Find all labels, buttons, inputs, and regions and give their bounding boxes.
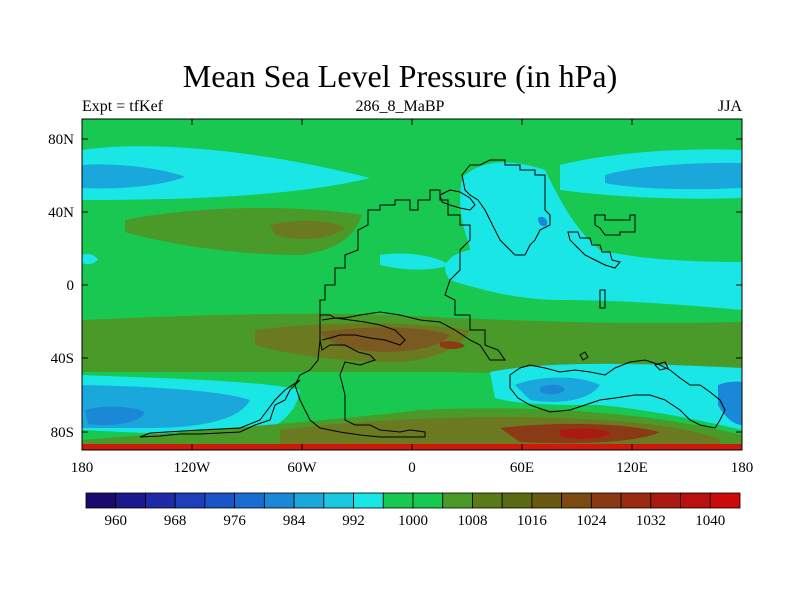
period-label: 286_8_MaBP — [355, 98, 445, 115]
colorbar-label: 976 — [223, 513, 246, 529]
low-core-east-edge — [718, 381, 742, 425]
colorbar-swatch — [561, 492, 592, 509]
page-title: Mean Sea Level Pressure (in hPa) — [182, 58, 618, 94]
asian-low — [445, 162, 742, 310]
colorbar-swatch — [472, 492, 503, 509]
colorbar-swatch — [353, 492, 384, 509]
lat-tick-label: 80S — [51, 425, 74, 441]
colorbar-swatch — [680, 492, 711, 509]
lat-tick-label: 80N — [48, 132, 74, 148]
high-nw — [125, 208, 362, 255]
colorbar-label: 1016 — [517, 513, 548, 529]
lon-tick-label: 180 — [731, 460, 754, 476]
low-band-mid — [380, 253, 450, 270]
season-label: JJA — [717, 98, 742, 115]
lon-tick-label: 0 — [408, 460, 416, 476]
low-core-se — [540, 384, 565, 395]
low-band-nw — [82, 146, 370, 200]
colorbar-swatch — [85, 492, 117, 509]
low-spot-w — [82, 253, 98, 265]
colorbar-swatch — [145, 492, 176, 509]
lat-tick-label: 40N — [48, 205, 74, 221]
colorbar-swatch — [709, 492, 741, 509]
colorbar-label: 1032 — [636, 513, 666, 529]
low-core-ne — [605, 162, 742, 190]
ridge-peak — [440, 341, 465, 349]
colorbar-swatch — [263, 492, 295, 509]
colorbar-label: 1024 — [576, 513, 607, 529]
colorbar-swatch — [650, 492, 681, 509]
colorbar-swatch — [382, 492, 414, 509]
colorbar-swatch — [323, 492, 354, 509]
colorbar-swatch — [531, 492, 563, 509]
colorbar-swatch — [442, 492, 473, 509]
pressure-field — [82, 119, 742, 450]
colorbar-swatch — [620, 492, 652, 509]
colorbar-swatch — [293, 492, 325, 509]
colorbar-swatch — [234, 492, 265, 509]
low-core-asia — [538, 216, 548, 227]
colorbar-swatch — [501, 492, 533, 509]
antarctic-high-peak — [560, 428, 612, 439]
lon-tick-label: 180 — [71, 460, 94, 476]
low-core-sw — [85, 406, 145, 426]
colorbar-swatch — [412, 492, 444, 509]
lon-tick-label: 60W — [287, 460, 317, 476]
high-nw-core — [270, 220, 345, 240]
colorbar-label: 984 — [283, 513, 306, 529]
colorbar-label: 1008 — [457, 513, 487, 529]
colorbar-swatch — [115, 492, 146, 509]
low-core-nw — [82, 164, 185, 189]
colorbar-label: 992 — [342, 513, 365, 529]
colorbar-swatch — [590, 492, 622, 509]
lat-tick-label: 0 — [67, 278, 75, 294]
lon-tick-label: 120W — [174, 460, 212, 476]
colorbar-labels: 960 968 976 984 992 1000 1008 1016 1024 1032 1040 — [104, 513, 725, 529]
colorbar-label: 968 — [164, 513, 187, 529]
colorbar-label: 1000 — [398, 513, 428, 529]
colorbar — [85, 492, 741, 509]
lon-tick-label: 120E — [616, 460, 648, 476]
lon-tick-marks — [81, 119, 743, 450]
colorbar-swatch — [174, 492, 206, 509]
colorbar-label: 960 — [104, 513, 127, 529]
lon-tick-label: 60E — [510, 460, 534, 476]
colorbar-swatch — [204, 492, 236, 509]
colorbar-label: 1040 — [695, 513, 725, 529]
lat-tick-marks — [82, 138, 742, 433]
coastlines — [139, 159, 726, 438]
lat-tick-label: 40S — [51, 351, 74, 367]
experiment-label: Expt = tfKef — [82, 98, 163, 115]
